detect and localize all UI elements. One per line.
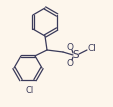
Text: O: O — [66, 42, 73, 51]
Text: S: S — [72, 50, 79, 60]
Text: Cl: Cl — [26, 86, 34, 95]
Text: Cl: Cl — [87, 44, 96, 53]
Text: O: O — [66, 59, 73, 68]
